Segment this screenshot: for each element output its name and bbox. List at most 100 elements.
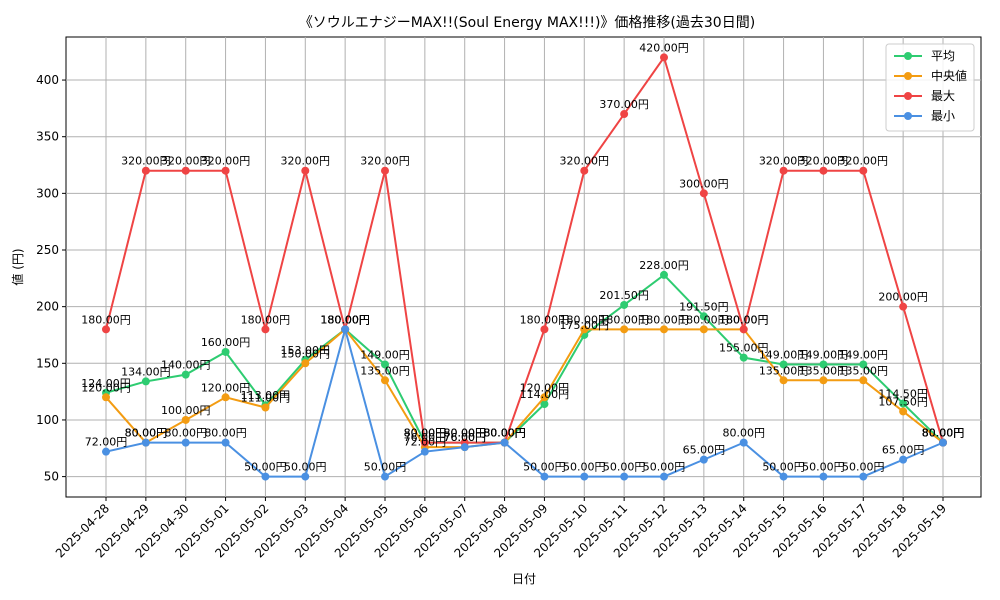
data-label: 228.00円 bbox=[639, 259, 689, 272]
series-line bbox=[105, 273, 944, 444]
data-point bbox=[261, 403, 270, 412]
legend-marker bbox=[904, 72, 912, 80]
data-label: 370.00円 bbox=[599, 98, 649, 111]
y-tick-label: 50 bbox=[44, 470, 59, 484]
data-point bbox=[660, 325, 668, 334]
data-label: 180.00円 bbox=[679, 313, 729, 326]
data-label: 120.00円 bbox=[81, 381, 131, 394]
data-point bbox=[660, 472, 668, 481]
data-label: 155.00円 bbox=[719, 342, 769, 355]
data-label: 320.00円 bbox=[281, 155, 331, 168]
y-tick-label: 150 bbox=[36, 356, 59, 370]
data-point bbox=[102, 447, 110, 456]
data-label: 100.00円 bbox=[161, 404, 211, 417]
data-label: 320.00円 bbox=[799, 155, 849, 168]
data-label: 180.00円 bbox=[320, 313, 370, 326]
data-point bbox=[540, 393, 549, 402]
data-point bbox=[261, 325, 270, 334]
legend-label: 中央値 bbox=[931, 68, 967, 83]
data-point bbox=[181, 166, 190, 175]
data-point bbox=[660, 270, 668, 279]
data-label: 149.00円 bbox=[799, 348, 849, 361]
data-label: 175.00円 bbox=[560, 319, 610, 332]
data-label: 80.00円 bbox=[443, 427, 486, 440]
y-tick-label: 400 bbox=[36, 73, 59, 87]
data-point bbox=[580, 166, 589, 175]
data-label: 80.00円 bbox=[483, 427, 526, 440]
data-label: 134.00円 bbox=[121, 365, 171, 378]
data-point bbox=[779, 360, 788, 369]
data-label: 300.00円 bbox=[679, 177, 729, 190]
data-point bbox=[102, 393, 110, 402]
data-label: 72.00円 bbox=[404, 436, 447, 449]
data-point bbox=[420, 438, 429, 447]
data-label: 113.00円 bbox=[241, 389, 291, 402]
data-point bbox=[420, 447, 429, 456]
data-point bbox=[540, 472, 549, 481]
data-point bbox=[141, 438, 150, 447]
data-point bbox=[779, 472, 788, 481]
data-point bbox=[620, 472, 629, 481]
data-point bbox=[899, 455, 908, 464]
legend-box bbox=[885, 43, 975, 132]
legend-marker bbox=[904, 52, 912, 60]
data-label: 320.00円 bbox=[121, 155, 171, 168]
series-line bbox=[105, 55, 944, 444]
data-label: 320.00円 bbox=[759, 155, 809, 168]
data-label: 72.00円 bbox=[85, 436, 128, 449]
data-point bbox=[500, 438, 509, 447]
data-point bbox=[381, 376, 389, 385]
data-point bbox=[819, 472, 828, 481]
y-tick-label: 300 bbox=[36, 186, 59, 200]
data-point bbox=[620, 300, 629, 309]
data-label: 50.00円 bbox=[563, 461, 606, 474]
data-label: 80.00円 bbox=[404, 427, 447, 440]
data-point bbox=[540, 400, 549, 409]
data-label: 320.00円 bbox=[560, 155, 610, 168]
y-tick-label: 250 bbox=[36, 243, 59, 257]
legend-label: 平均 bbox=[931, 49, 955, 63]
data-label: 180.00円 bbox=[639, 313, 689, 326]
data-label: 80.00円 bbox=[125, 427, 168, 440]
data-label: 320.00円 bbox=[839, 155, 889, 168]
data-point bbox=[739, 353, 748, 362]
data-point bbox=[699, 189, 708, 198]
data-point bbox=[102, 325, 110, 334]
data-point bbox=[739, 438, 748, 447]
data-label: 124.00円 bbox=[81, 377, 131, 390]
data-point bbox=[859, 360, 868, 369]
data-point bbox=[620, 325, 629, 334]
data-label: 180.00円 bbox=[320, 313, 370, 326]
data-point bbox=[859, 472, 868, 481]
data-label: 191.50円 bbox=[679, 300, 729, 313]
data-point bbox=[181, 438, 190, 447]
data-point bbox=[899, 399, 908, 408]
data-label: 320.00円 bbox=[161, 155, 211, 168]
data-label: 80.00円 bbox=[483, 427, 526, 440]
data-label: 50.00円 bbox=[643, 461, 686, 474]
data-label: 320.00円 bbox=[360, 155, 410, 168]
data-label: 135.00円 bbox=[839, 364, 889, 377]
data-label: 76.00円 bbox=[443, 431, 486, 444]
data-label: 114.50円 bbox=[878, 388, 928, 401]
data-label: 200.00円 bbox=[878, 291, 928, 304]
y-tick-layer: 50 100 150 200 250 300 350 400 bbox=[36, 73, 66, 484]
data-label: 76.00円 bbox=[404, 431, 447, 444]
data-label: 160.00円 bbox=[201, 336, 251, 349]
data-point bbox=[859, 166, 868, 175]
data-point bbox=[939, 438, 947, 447]
data-point bbox=[899, 407, 908, 416]
data-label: 120.00円 bbox=[520, 381, 570, 394]
data-label: 153.00円 bbox=[281, 344, 331, 357]
y-tick-label: 100 bbox=[36, 413, 59, 427]
data-point bbox=[181, 415, 190, 424]
data-label: 135.00円 bbox=[799, 364, 849, 377]
data-label: 80.00円 bbox=[922, 427, 965, 440]
data-label: 50.00円 bbox=[364, 461, 407, 474]
legend-label: 最大 bbox=[931, 89, 955, 103]
x-tick-layer: 2025-04-282025-04-292025-04-302025-05-01… bbox=[53, 497, 949, 560]
